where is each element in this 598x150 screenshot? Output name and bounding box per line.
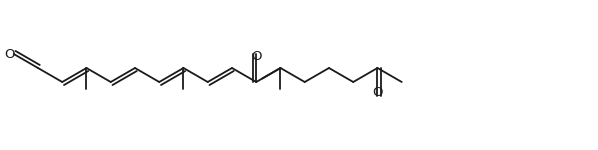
Text: O: O [372, 87, 383, 99]
Text: O: O [5, 48, 15, 60]
Text: O: O [251, 51, 261, 63]
